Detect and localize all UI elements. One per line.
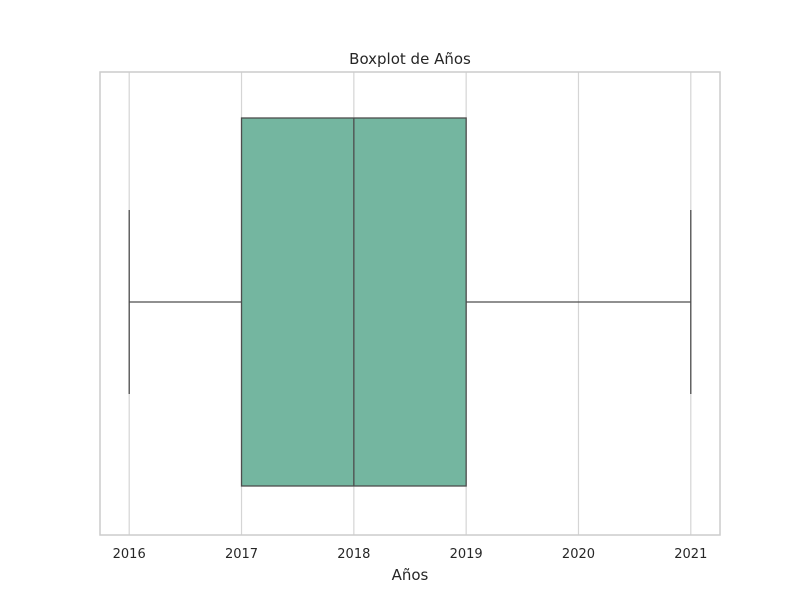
box-layer <box>128 117 692 487</box>
x-axis-label: Años <box>392 566 429 584</box>
chart-title: Boxplot de Años <box>349 50 471 68</box>
x-tick-label-2021: 2021 <box>674 547 707 562</box>
tick-layer: 2016 2017 2018 2019 2020 2021 <box>113 547 708 562</box>
x-tick-label-2017: 2017 <box>225 547 258 562</box>
x-tick-label-2020: 2020 <box>562 547 595 562</box>
plot-frame <box>99 71 721 536</box>
x-tick-label-2018: 2018 <box>337 547 370 562</box>
x-tick-label-2016: 2016 <box>113 547 146 562</box>
x-tick-label-2019: 2019 <box>450 547 483 562</box>
